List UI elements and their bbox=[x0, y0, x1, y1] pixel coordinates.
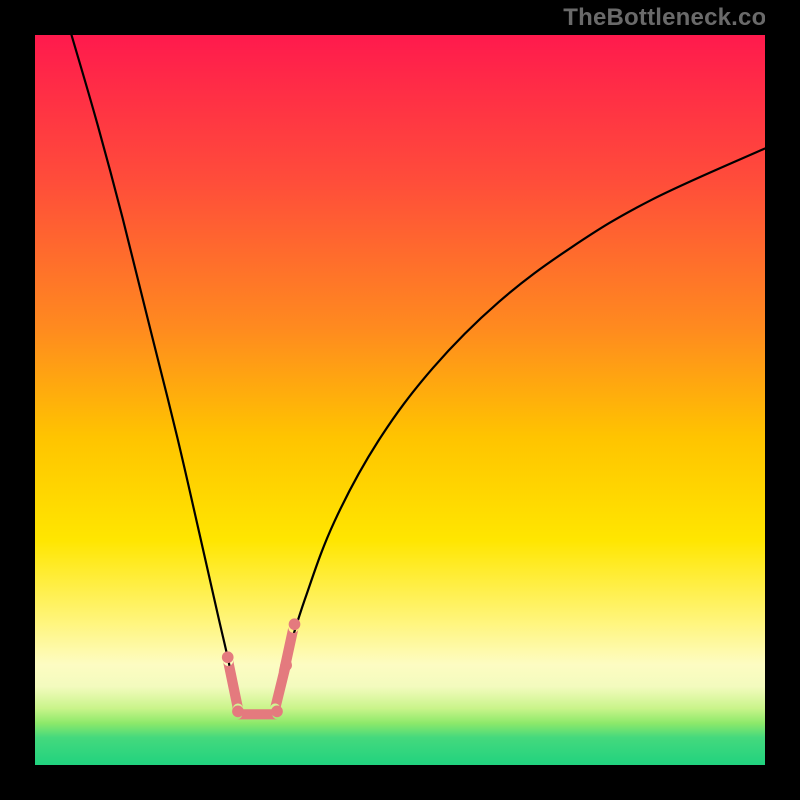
marker-endcap-2 bbox=[271, 706, 283, 718]
plot-svg bbox=[35, 35, 765, 767]
marker-endcap-4 bbox=[289, 618, 301, 630]
frame-right bbox=[765, 0, 800, 800]
plot-area bbox=[35, 35, 765, 767]
marker-endcap-1 bbox=[232, 706, 244, 718]
plot-background bbox=[35, 35, 765, 767]
frame-bottom bbox=[0, 765, 800, 800]
frame-left bbox=[0, 0, 35, 800]
marker-endcap-3 bbox=[280, 659, 292, 671]
chart-page: TheBottleneck.com bbox=[0, 0, 800, 800]
marker-endcap-0 bbox=[222, 651, 234, 663]
watermark-text: TheBottleneck.com bbox=[563, 4, 788, 32]
